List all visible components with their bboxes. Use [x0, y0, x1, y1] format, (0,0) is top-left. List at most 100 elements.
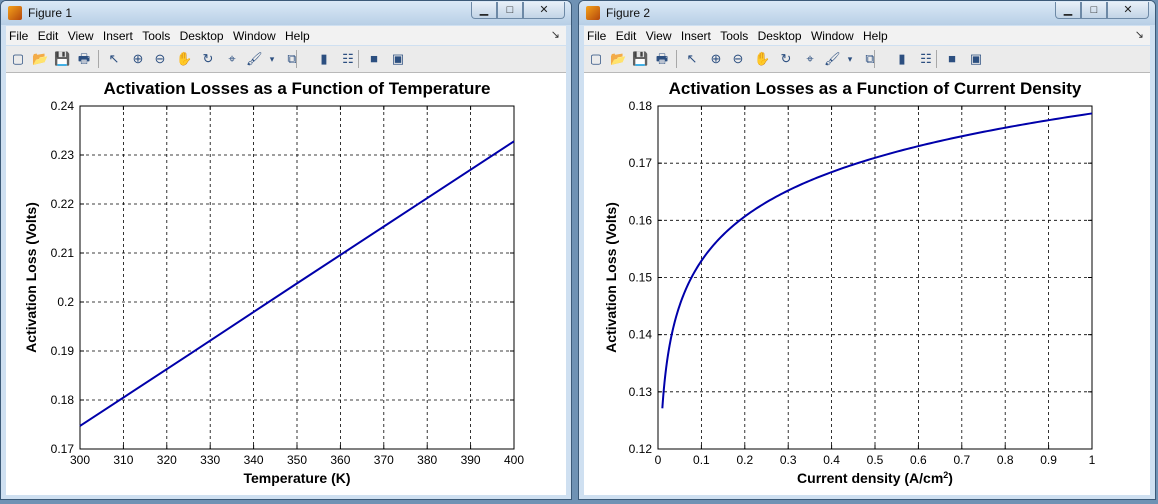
figure-toolbar: ▢ 📂 💾 🖶 ↖ ⊕ ⊖ ✋ ↻ ⌖ 🖌 ▾ ⧉ ▮ ☷ ■ ▣ — [584, 46, 1150, 73]
zoom-in-icon[interactable]: ⊕ — [132, 51, 144, 66]
menu-edit[interactable]: Edit — [37, 29, 59, 43]
menu-tools[interactable]: Tools — [142, 29, 171, 43]
activation-temperature-chart: 300 310 320 330 340 350 360 370 380 390 400 0.17 0.1… — [23, 79, 524, 486]
menu-file[interactable]: File — [9, 29, 29, 43]
menu-dock-arrow-icon[interactable]: ↘ — [550, 29, 560, 41]
menu-desktop[interactable]: Desktop — [757, 29, 802, 43]
rotate-3d-icon[interactable]: ↻ — [202, 51, 214, 66]
close-button[interactable]: ✕ — [1107, 2, 1149, 19]
menu-insert[interactable]: Insert — [102, 29, 133, 43]
new-figure-icon[interactable]: ▢ — [589, 51, 603, 66]
y-tick-label: 0.15 — [629, 271, 653, 285]
chart-title: Activation Losses as a Function of Tempe… — [104, 79, 491, 98]
colorbar-icon[interactable]: ▮ — [898, 51, 906, 66]
series-line — [79, 140, 515, 427]
open-file-icon[interactable]: 📂 — [610, 51, 627, 66]
print-icon[interactable]: 🖶 — [655, 51, 669, 66]
x-tick-label: 310 — [113, 453, 133, 467]
x-tick-label: 0.6 — [910, 453, 927, 467]
x-tick-label: 330 — [200, 453, 220, 467]
link-plot-icon[interactable]: ⧉ — [287, 51, 297, 66]
brush-icon[interactable]: 🖌 — [824, 51, 841, 66]
activation-current-density-chart: 0 0.1 0.2 0.3 0.4 0.5 0.6 0.7 0.8 0.9 1 0.12 0.13 0.1… — [603, 79, 1096, 486]
close-button[interactable]: ✕ — [523, 2, 565, 19]
hide-plot-tools-icon[interactable]: ■ — [370, 51, 378, 66]
menu-window[interactable]: Window — [810, 29, 854, 43]
print-icon[interactable]: 🖶 — [77, 51, 91, 66]
pan-icon[interactable]: ✋ — [754, 51, 771, 66]
x-tick-label: 400 — [504, 453, 524, 467]
figure-canvas: 300 310 320 330 340 350 360 370 380 390 400 0.17 0.1… — [6, 73, 566, 495]
y-tick-label: 0.17 — [629, 156, 653, 170]
menu-window[interactable]: Window — [232, 29, 276, 43]
x-tick-label: 0.8 — [997, 453, 1014, 467]
menu-desktop[interactable]: Desktop — [179, 29, 224, 43]
x-tick-label: 0.2 — [736, 453, 753, 467]
x-tick-label: 300 — [70, 453, 90, 467]
matlab-icon — [8, 6, 22, 20]
maximize-button[interactable]: □ — [1081, 2, 1107, 19]
y-tick-label: 0.19 — [51, 344, 75, 358]
new-figure-icon[interactable]: ▢ — [11, 51, 25, 66]
figure-toolbar: ▢ 📂 💾 🖶 ↖ ⊕ ⊖ ✋ ↻ ⌖ 🖌 ▾ ⧉ ▮ ☷ ■ ▣ — [6, 46, 566, 73]
x-tick-label: 380 — [417, 453, 437, 467]
y-tick-label: 0.21 — [51, 246, 75, 260]
data-cursor-icon[interactable]: ⌖ — [228, 51, 236, 66]
brush-icon[interactable]: 🖌 — [246, 51, 263, 66]
window-title: Figure 1 — [28, 6, 73, 20]
link-plot-icon[interactable]: ⧉ — [865, 51, 875, 66]
title-bar[interactable]: Figure 1 ▁ □ ✕ — [1, 1, 571, 25]
menu-edit[interactable]: Edit — [615, 29, 637, 43]
x-tick-label: 350 — [287, 453, 307, 467]
x-tick-label: 0.5 — [867, 453, 884, 467]
menu-view[interactable]: View — [67, 29, 94, 43]
pointer-icon[interactable]: ↖ — [108, 51, 120, 66]
rotate-3d-icon[interactable]: ↻ — [780, 51, 792, 66]
x-tick-label: 0.9 — [1040, 453, 1057, 467]
series-line — [661, 112, 1093, 409]
toolbar-separator — [358, 50, 359, 68]
open-file-icon[interactable]: 📂 — [32, 51, 49, 66]
matlab-icon — [586, 6, 600, 20]
y-tick-label: 0.17 — [51, 442, 75, 456]
zoom-out-icon[interactable]: ⊖ — [732, 51, 744, 66]
minimize-button[interactable]: ▁ — [1055, 2, 1081, 19]
colorbar-icon[interactable]: ▮ — [320, 51, 328, 66]
figure-1-window: Figure 1 ▁ □ ✕ File Edit View Insert Too… — [0, 0, 572, 500]
show-plot-tools-icon[interactable]: ▣ — [391, 51, 405, 66]
data-cursor-icon[interactable]: ⌖ — [806, 51, 814, 66]
maximize-button[interactable]: □ — [497, 2, 523, 19]
hide-plot-tools-icon[interactable]: ■ — [948, 51, 956, 66]
menu-help[interactable]: Help — [284, 29, 310, 43]
menu-file[interactable]: File — [587, 29, 607, 43]
legend-icon[interactable]: ☷ — [920, 51, 932, 66]
menu-insert[interactable]: Insert — [680, 29, 711, 43]
zoom-out-icon[interactable]: ⊖ — [154, 51, 166, 66]
menu-view[interactable]: View — [645, 29, 672, 43]
chart-title: Activation Losses as a Function of Curre… — [669, 79, 1082, 98]
pointer-icon[interactable]: ↖ — [686, 51, 698, 66]
x-tick-label: 340 — [244, 453, 264, 467]
y-tick-label: 0.18 — [51, 393, 75, 407]
menu-dock-arrow-icon[interactable]: ↘ — [1134, 29, 1144, 41]
save-icon[interactable]: 💾 — [54, 51, 71, 66]
menu-tools[interactable]: Tools — [720, 29, 749, 43]
y-tick-label: 0.12 — [629, 442, 653, 456]
title-bar[interactable]: Figure 2 ▁ □ ✕ — [579, 1, 1155, 25]
legend-icon[interactable]: ☷ — [342, 51, 354, 66]
brush-dropdown-icon[interactable]: ▾ — [269, 54, 275, 64]
minimize-button[interactable]: ▁ — [471, 2, 497, 19]
y-tick-label: 0.18 — [629, 99, 653, 113]
show-plot-tools-icon[interactable]: ▣ — [969, 51, 983, 66]
pan-icon[interactable]: ✋ — [176, 51, 193, 66]
menu-bar: File Edit View Insert Tools Desktop Wind… — [584, 26, 1150, 45]
brush-dropdown-icon[interactable]: ▾ — [847, 54, 853, 64]
menu-help[interactable]: Help — [862, 29, 888, 43]
zoom-in-icon[interactable]: ⊕ — [710, 51, 722, 66]
x-axis-label: Current density (A/cm2) — [797, 470, 953, 486]
y-axis-label: Activation Loss (Volts) — [603, 202, 619, 353]
y-tick-label: 0.16 — [629, 213, 653, 227]
x-tick-label: 0 — [655, 453, 662, 467]
figure-canvas: 0 0.1 0.2 0.3 0.4 0.5 0.6 0.7 0.8 0.9 1 0.12 0.13 0.1… — [584, 73, 1150, 495]
save-icon[interactable]: 💾 — [632, 51, 649, 66]
